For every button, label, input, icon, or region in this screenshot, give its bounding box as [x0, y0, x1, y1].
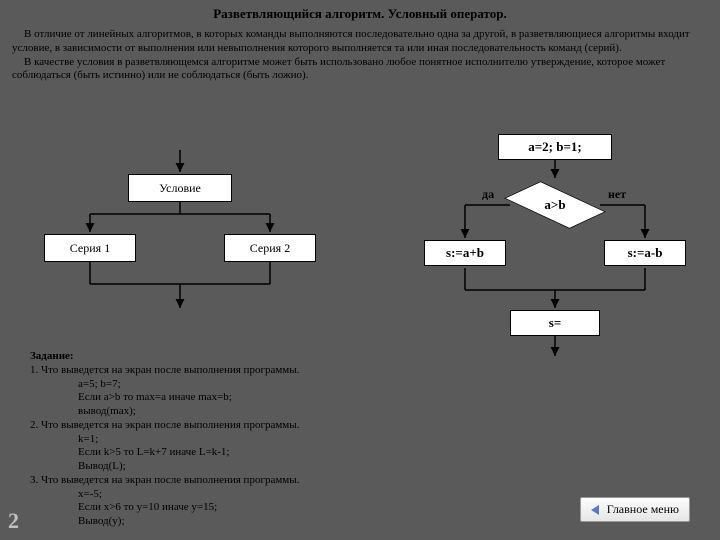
task1: 1. Что выведется на экран после выполнен…	[30, 364, 450, 378]
left-branch-box: s:=a+b	[424, 240, 506, 266]
task2: 2. Что выведется на экран после выполнен…	[30, 419, 450, 433]
task3-line-a: x=-5;	[30, 488, 450, 502]
task3-line-c: Вывод(y);	[30, 515, 450, 529]
task2-line-a: k=1;	[30, 433, 450, 447]
init-box: a=2; b=1;	[498, 134, 612, 160]
example-flowchart: a=2; b=1; a>b да нет s:=a+b s:=a-b s=	[410, 130, 700, 350]
paragraph-2: В качестве условия в разветвляющемся алг…	[12, 56, 665, 82]
chevron-left-icon	[591, 505, 599, 515]
task1-line-c: вывод(max);	[30, 405, 450, 419]
series2-box: Серия 2	[224, 234, 316, 262]
task2-line-c: Вывод(L);	[30, 460, 450, 474]
task1-line-a: a=5; b=7;	[30, 378, 450, 392]
output-box: s=	[510, 310, 600, 336]
condition-diamond: a>b	[507, 178, 603, 232]
condition-label: a>b	[544, 197, 565, 213]
no-label: нет	[608, 187, 626, 202]
tasks-block: Задание: 1. Что выведется на экран после…	[30, 350, 450, 529]
task1-line-b: Если a>b то max=a иначе max=b;	[30, 391, 450, 405]
condition-box: Условие	[128, 174, 232, 202]
task3: 3. Что выведется на экран после выполнен…	[30, 474, 450, 488]
task2-line-b: Если k>5 то L=k+7 иначе L=k-1;	[30, 446, 450, 460]
tasks-heading: Задание:	[30, 350, 450, 364]
paragraph-1: В отличие от линейных алгоритмов, в кото…	[12, 28, 690, 54]
main-menu-button[interactable]: Главное меню	[580, 497, 690, 522]
page-title: Разветвляющийся алгоритм. Условный опера…	[0, 0, 720, 22]
right-branch-box: s:=a-b	[604, 240, 686, 266]
generic-branch-diagram: Условие Серия 1 Серия 2	[20, 150, 340, 330]
menu-label: Главное меню	[607, 502, 679, 517]
task3-line-b: Если x>6 то y=10 иначе y=15;	[30, 501, 450, 515]
intro-text: В отличие от линейных алгоритмов, в кото…	[0, 22, 720, 83]
yes-label: да	[482, 187, 494, 202]
page-number: 2	[8, 508, 19, 534]
series1-box: Серия 1	[44, 234, 136, 262]
